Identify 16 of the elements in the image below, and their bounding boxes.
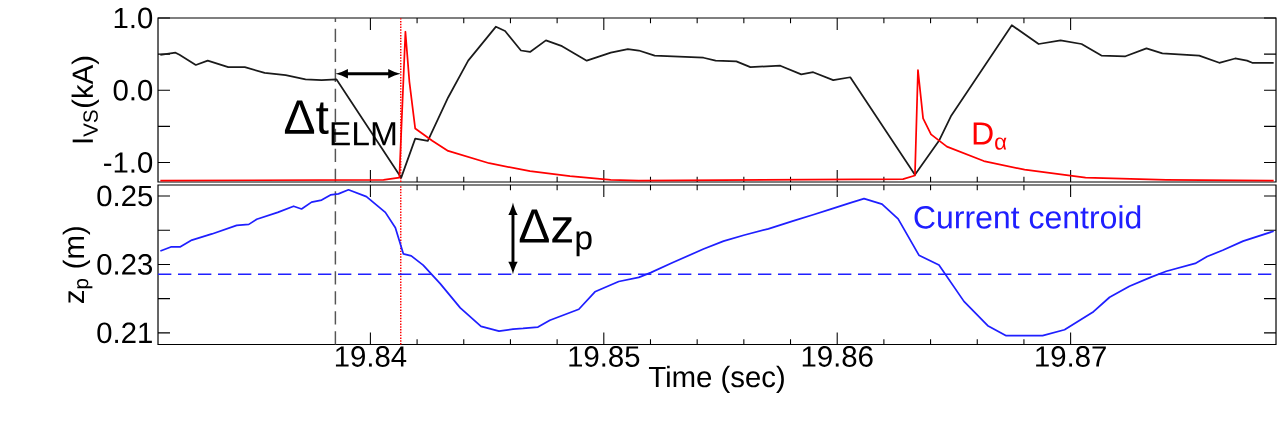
series-label: Current centroid xyxy=(914,205,1141,229)
y-tick-label: 0.21 xyxy=(97,322,152,344)
annotation: Δz$_{p}$ xyxy=(519,209,592,257)
y-axis-title: I$_{VS}$(kA) xyxy=(71,56,99,143)
x-tick-label: 19.84 xyxy=(335,346,407,367)
x-tick-label: 19.85 xyxy=(569,346,640,367)
x-tick-label: 19.86 xyxy=(802,346,873,367)
y-tick-label: 0.0 xyxy=(113,79,153,101)
y-tick-label: 0.23 xyxy=(97,254,153,275)
y-tick-label: -1.0 xyxy=(104,152,153,173)
x-axis-title: Time (sec) xyxy=(648,365,784,394)
y-tick-label: 1.0 xyxy=(114,7,153,29)
series-label: D$_{α}$ xyxy=(973,122,1007,150)
y-axis-title: z$_{p}$ (m) xyxy=(62,227,93,303)
y-tick-label: 0.25 xyxy=(97,185,153,207)
x-tick-label: 19.87 xyxy=(1036,346,1106,367)
